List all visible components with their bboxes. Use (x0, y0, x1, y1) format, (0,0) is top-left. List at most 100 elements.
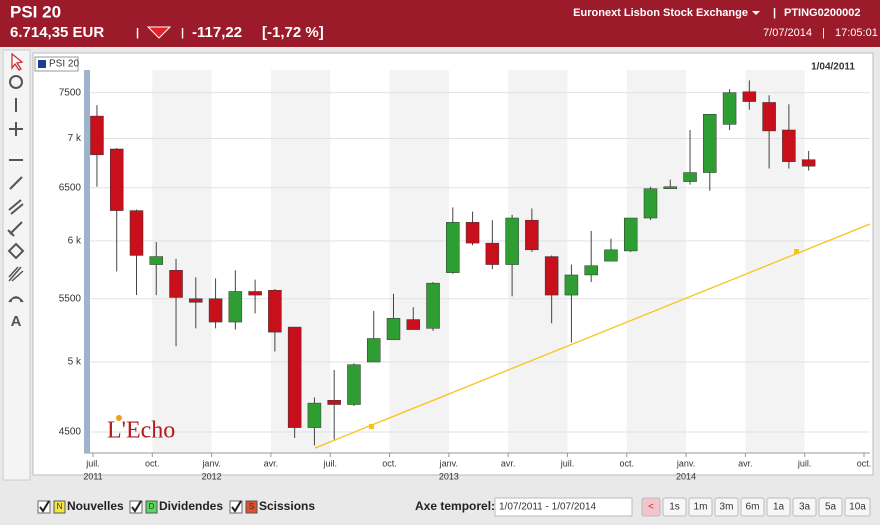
candle-body (268, 290, 282, 333)
toolbar (2, 49, 31, 481)
x-tick-label: juil. (797, 458, 812, 468)
candle-body (722, 92, 737, 125)
plot: 4500 5 k 5500 6 k 6500 7 k 7500 juil. 2011 oct. ja… (59, 70, 871, 481)
candle-body (90, 115, 104, 156)
range-button[interactable] (641, 497, 661, 517)
candle-body (544, 256, 559, 296)
flag-box (53, 500, 66, 514)
cross-tool[interactable] (9, 122, 23, 136)
candle-body (683, 172, 697, 182)
range-button-label[interactable]: 3a (799, 502, 811, 513)
scroll-marker (84, 70, 90, 453)
separator: | (822, 27, 825, 39)
x-tick-label: avr. (264, 458, 279, 468)
range-button-label[interactable]: 3m (720, 502, 734, 513)
candle-body (307, 402, 322, 428)
y-tick-label: 6 k (68, 236, 82, 247)
range-button[interactable] (714, 497, 739, 517)
check-label[interactable]: Nouvelles (67, 499, 124, 513)
down-icon (146, 26, 172, 39)
range-button-label[interactable]: 1m (694, 502, 708, 513)
candle-body (287, 326, 302, 428)
flag-box (245, 500, 258, 514)
checkmark[interactable] (231, 500, 242, 513)
x-tick-year: 2012 (202, 471, 222, 481)
hand-tool[interactable] (9, 75, 23, 89)
check-label[interactable]: Dividendes (159, 499, 223, 513)
y-tick-label: 7500 (59, 87, 82, 98)
candle-body (703, 113, 717, 173)
trend-line (314, 223, 871, 449)
candle-body (742, 91, 757, 102)
flag-box (145, 500, 158, 514)
candle-body (525, 219, 539, 251)
x-tick-label: oct. (620, 458, 635, 468)
candle-body (406, 319, 421, 330)
isin: PTING0200002 (784, 7, 860, 19)
x-tick-label: janv. (439, 458, 458, 468)
axis-label: Axe temporel: (415, 499, 495, 513)
flag-letter: D (149, 502, 155, 511)
range-button-label[interactable]: 1s (669, 502, 680, 513)
range-button-label[interactable]: 1a (773, 502, 785, 513)
range-button-label[interactable]: 5a (825, 502, 837, 513)
logo: L'Echo (107, 418, 175, 444)
text-tool[interactable]: A (11, 313, 22, 330)
candle-body (129, 210, 144, 256)
checkmark[interactable] (131, 500, 142, 513)
x-tick-label: juil. (85, 458, 100, 468)
range-button[interactable] (792, 497, 817, 517)
separator: | (136, 27, 139, 39)
separator: | (773, 7, 776, 19)
range-button[interactable] (688, 497, 713, 517)
candle-body (327, 400, 341, 405)
dropdown-arrow[interactable] (752, 11, 760, 15)
y-tick-label: 6500 (59, 182, 82, 193)
y-tick-label: 5500 (59, 293, 82, 304)
checkmark[interactable] (39, 500, 50, 513)
header-bar (0, 0, 880, 47)
range-button[interactable] (766, 497, 791, 517)
x-tick-year: 2013 (439, 471, 459, 481)
candle-body (584, 265, 598, 276)
arc-tool[interactable] (8, 296, 24, 303)
candle-body (426, 282, 440, 329)
range-button[interactable] (818, 497, 843, 517)
band (626, 70, 687, 453)
ray-tool[interactable] (7, 221, 23, 237)
candle-body (564, 274, 579, 296)
price: 6.714,35 EUR (10, 24, 104, 41)
y-tick-label: 4500 (59, 427, 82, 438)
trend-tool[interactable] (9, 176, 23, 190)
separator: | (181, 27, 184, 39)
candle-body (169, 270, 183, 298)
flag-letter: S (249, 502, 254, 511)
fib-tool[interactable] (8, 266, 24, 282)
trend-handle[interactable] (794, 249, 799, 254)
candle-body (109, 148, 124, 211)
range-button[interactable] (740, 497, 765, 517)
date-label: 1/04/2011 (811, 62, 855, 73)
legend-swatch (38, 60, 46, 68)
range-button[interactable] (662, 497, 687, 517)
candle-body (505, 217, 519, 265)
channel-tool[interactable] (8, 199, 24, 215)
shape-tool[interactable] (7, 242, 25, 260)
candle-body (801, 159, 816, 167)
candle-body (189, 298, 203, 303)
range-button-label[interactable]: 10a (849, 502, 866, 513)
x-tick-label: avr. (501, 458, 516, 468)
pointer-tool[interactable] (11, 52, 24, 71)
candle-body (386, 318, 401, 341)
exchange[interactable]: Euronext Lisbon Stock Exchange (573, 7, 748, 19)
range-input[interactable] (494, 497, 633, 517)
x-tick-label: juil. (560, 458, 575, 468)
check-label[interactable]: Scissions (259, 499, 315, 513)
trend-handle[interactable] (369, 424, 374, 429)
x-tick-year: 2014 (676, 471, 696, 481)
range-button[interactable] (844, 497, 871, 517)
range-button-label[interactable]: 6m (746, 502, 760, 513)
change-pct: [-1,72 %] (262, 24, 324, 41)
range-button-label[interactable]: < (648, 502, 654, 513)
candle-body (446, 222, 460, 273)
